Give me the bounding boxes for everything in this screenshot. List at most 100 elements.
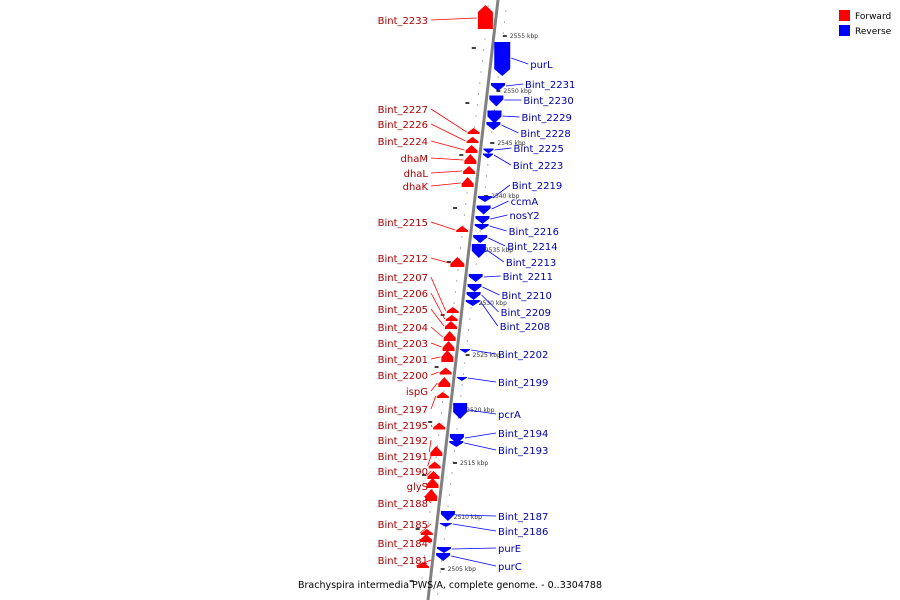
gene-label-Bint_2186: Bint_2186 xyxy=(498,527,548,538)
gene-label-Bint_2215: Bint_2215 xyxy=(378,218,428,229)
leader-line xyxy=(430,221,456,231)
gene-forward-Bint_2192 xyxy=(430,446,443,456)
gene-label-glyS: glyS xyxy=(407,482,428,493)
gene-label-Bint_2194: Bint_2194 xyxy=(498,429,548,440)
leader-line xyxy=(489,225,507,232)
gene-reverse-Bint_2228 xyxy=(486,122,501,130)
kbp-tick-label: 2530 kbp xyxy=(479,300,507,307)
gene-forward-Bint_2188 xyxy=(425,489,438,501)
gene-forward-Bint_2226 xyxy=(466,137,479,143)
leader-line xyxy=(428,439,432,453)
gene-label-Bint_2229: Bint_2229 xyxy=(521,113,571,124)
gene-reverse-Bint_2219 xyxy=(477,196,492,202)
gene-label-Bint_2187: Bint_2187 xyxy=(498,512,548,523)
leader-line xyxy=(488,237,506,247)
kbp-tick-label: 2535 kbp xyxy=(485,247,513,254)
leader-line xyxy=(483,275,501,278)
leader-line xyxy=(452,523,497,532)
gene-label-Bint_2192: Bint_2192 xyxy=(378,436,428,447)
leader-line xyxy=(430,342,442,348)
leader-line xyxy=(468,409,497,415)
gene-label-Bint_2202: Bint_2202 xyxy=(498,350,548,361)
leader-line xyxy=(430,382,438,392)
kbp-tick-label: 2545 kbp xyxy=(497,140,525,147)
leader-line xyxy=(430,182,461,187)
legend-reverse-label: Reverse xyxy=(855,27,892,37)
gene-label-Bint_2181: Bint_2181 xyxy=(378,556,428,567)
gene-label-Bint_2201: Bint_2201 xyxy=(378,355,428,366)
leader-line xyxy=(491,200,509,210)
leader-line xyxy=(430,157,464,161)
leader-line xyxy=(490,214,508,220)
leader-line xyxy=(430,424,433,428)
kbp-tick-label: 2525 kbp xyxy=(473,352,501,359)
gene-reverse-pcrA xyxy=(453,403,468,419)
gene-forward-dhaM xyxy=(464,154,477,164)
gene-label-Bint_2205: Bint_2205 xyxy=(378,305,428,316)
gene-forward-Bint_2203 xyxy=(442,341,455,351)
gene-label-Bint_2230: Bint_2230 xyxy=(523,96,573,107)
gene-label-Bint_2185: Bint_2185 xyxy=(378,520,428,531)
leader-line xyxy=(430,326,443,338)
leader-line xyxy=(426,470,432,477)
legend-reverse-swatch xyxy=(839,25,850,36)
gene-label-Bint_2195: Bint_2195 xyxy=(378,421,428,432)
gene-reverse-Bint_2208 xyxy=(465,300,480,306)
leader-line xyxy=(481,294,499,313)
gene-reverse-Bint_2199 xyxy=(456,377,467,381)
gene-label-Bint_2203: Bint_2203 xyxy=(378,339,428,350)
gene-reverse-Bint_2229 xyxy=(487,110,502,124)
leader-line xyxy=(430,292,446,320)
leader-line xyxy=(430,356,441,360)
gene-reverse-Bint_2194 xyxy=(449,434,464,444)
leader-line xyxy=(430,140,465,151)
gene-forward-Bint_2191 xyxy=(428,461,441,469)
genome-axis xyxy=(426,0,500,600)
leader-line xyxy=(511,57,529,65)
gene-forward-Bint_2212 xyxy=(450,257,465,267)
gene-label-Bint_2225: Bint_2225 xyxy=(514,144,564,155)
leader-line xyxy=(430,257,450,264)
gene-forward-Bint_2197 xyxy=(436,392,449,398)
gene-reverse-purL xyxy=(494,42,511,76)
gene-forward-Bint_2205 xyxy=(444,321,457,329)
gene-forward-ispG xyxy=(438,377,451,387)
kbp-tick-label: 2510 kbp xyxy=(454,514,482,521)
gene-reverse-Bint_2186 xyxy=(439,523,452,527)
gene-forward-dhaK xyxy=(461,177,474,187)
gene-forward-Bint_2233 xyxy=(477,5,493,29)
kbp-tick-label: 2505 kbp xyxy=(448,566,476,573)
kbp-tick-label: 2550 kbp xyxy=(503,88,531,95)
gene-reverse-Bint_2223 xyxy=(482,153,493,159)
leader-line xyxy=(430,371,439,376)
gene-label-Bint_2233: Bint_2233 xyxy=(378,16,428,27)
kbp-tick-label: 2515 kbp xyxy=(460,460,488,467)
leader-line xyxy=(502,115,520,118)
gene-label-dhaL: dhaL xyxy=(404,169,429,180)
gene-label-ccmA: ccmA xyxy=(511,197,539,208)
leader-line xyxy=(471,349,497,355)
gene-reverse-Bint_2214 xyxy=(473,235,488,243)
gene-label-Bint_2211: Bint_2211 xyxy=(503,272,553,283)
gene-label-Bint_2212: Bint_2212 xyxy=(378,254,428,265)
gene-forward-Bint_2224 xyxy=(465,145,478,153)
gene-reverse-Bint_2210 xyxy=(467,284,482,292)
gene-reverse-Bint_2209 xyxy=(466,292,481,300)
gene-forward-Bint_2195 xyxy=(433,422,446,430)
kbp-tick-label: 2540 kbp xyxy=(491,193,519,200)
gene-reverse-Bint_2230 xyxy=(489,95,504,107)
leader-line xyxy=(505,83,524,87)
gene-label-Bint_2193: Bint_2193 xyxy=(498,446,548,457)
gene-forward-dhaL xyxy=(463,166,476,174)
gene-forward-Bint_2215 xyxy=(456,226,469,232)
gene-reverse-ccmA xyxy=(476,205,491,215)
gene-features xyxy=(416,5,511,568)
gene-reverse-Bint_2202 xyxy=(460,349,471,353)
gene-label-Bint_2226: Bint_2226 xyxy=(378,120,428,131)
leader-line xyxy=(430,17,477,21)
gene-label-ispG: ispG xyxy=(406,387,428,398)
leader-line xyxy=(430,276,447,312)
gene-label-Bint_2224: Bint_2224 xyxy=(378,137,428,148)
leader-line xyxy=(467,377,497,383)
